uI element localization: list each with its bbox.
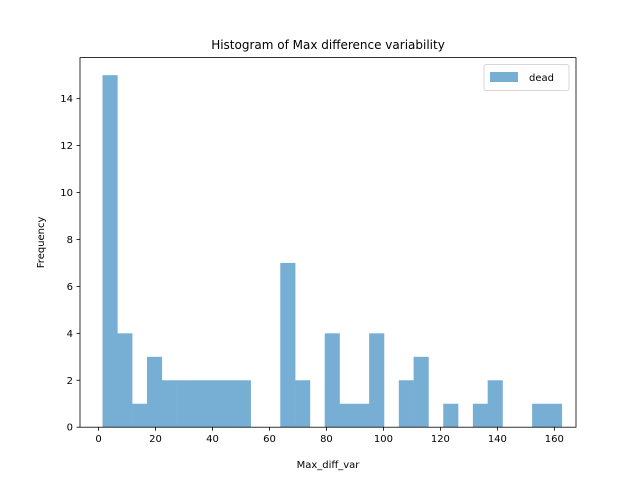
histogram-bar: [295, 380, 311, 428]
x-tick-label: 20: [149, 434, 162, 445]
y-tick-label: 2: [67, 376, 73, 387]
histogram-bar: [443, 403, 459, 428]
y-axis-ticks: 0 2 4 6 8 10 12 14: [60, 94, 80, 434]
x-tick-label: 60: [263, 434, 276, 445]
x-tick-label: 100: [374, 434, 393, 445]
histogram-bar: [146, 356, 163, 428]
x-tick-label: 160: [545, 434, 564, 445]
histogram-bar: [191, 380, 207, 428]
histogram-bar: [472, 403, 488, 428]
legend: dead: [483, 64, 570, 91]
histogram-bar: [324, 333, 340, 428]
histogram-bar: [398, 380, 414, 428]
x-axis-label: Max_diff_var: [297, 460, 361, 471]
histogram-bar: [487, 380, 503, 428]
x-tick-label: 80: [320, 434, 333, 445]
histogram-bar: [132, 403, 148, 428]
histogram-bar: [354, 403, 370, 428]
histogram-bar: [546, 403, 563, 428]
histogram-bar: [206, 380, 222, 428]
x-axis-ticks: 0 20 40 60 80 100 120 140 160: [95, 427, 564, 445]
y-tick-label: 12: [60, 141, 73, 152]
histogram-bar: [280, 262, 296, 428]
histogram-bar: [176, 380, 192, 428]
histogram-bar: [532, 403, 548, 428]
legend-label-dead: dead: [529, 73, 554, 84]
y-tick-label: 4: [67, 329, 73, 340]
x-tick-label: 0: [95, 434, 101, 445]
histogram-bar: [161, 380, 177, 428]
y-tick-label: 8: [67, 235, 73, 246]
legend-swatch-dead: [490, 72, 518, 82]
y-tick-label: 6: [67, 282, 73, 293]
y-tick-label: 14: [60, 94, 73, 105]
chart-title: Histogram of Max difference variability: [211, 38, 445, 52]
x-tick-label: 140: [488, 434, 507, 445]
histogram-bar: [369, 333, 385, 428]
histogram-bar: [221, 380, 237, 428]
plot-frame: [79, 57, 577, 428]
y-axis-label: Frequency: [36, 216, 47, 268]
x-tick-label: 120: [431, 434, 450, 445]
histogram-bar: [413, 356, 429, 428]
histogram-bar: [117, 333, 133, 428]
x-tick-label: 40: [206, 434, 219, 445]
histogram-bar: [339, 403, 355, 428]
bars-group: [102, 75, 563, 428]
histogram-bar: [235, 380, 251, 428]
y-tick-label: 10: [60, 188, 73, 199]
y-tick-label: 0: [67, 423, 73, 434]
histogram-bar: [102, 75, 118, 428]
legend-frame: [483, 64, 570, 91]
